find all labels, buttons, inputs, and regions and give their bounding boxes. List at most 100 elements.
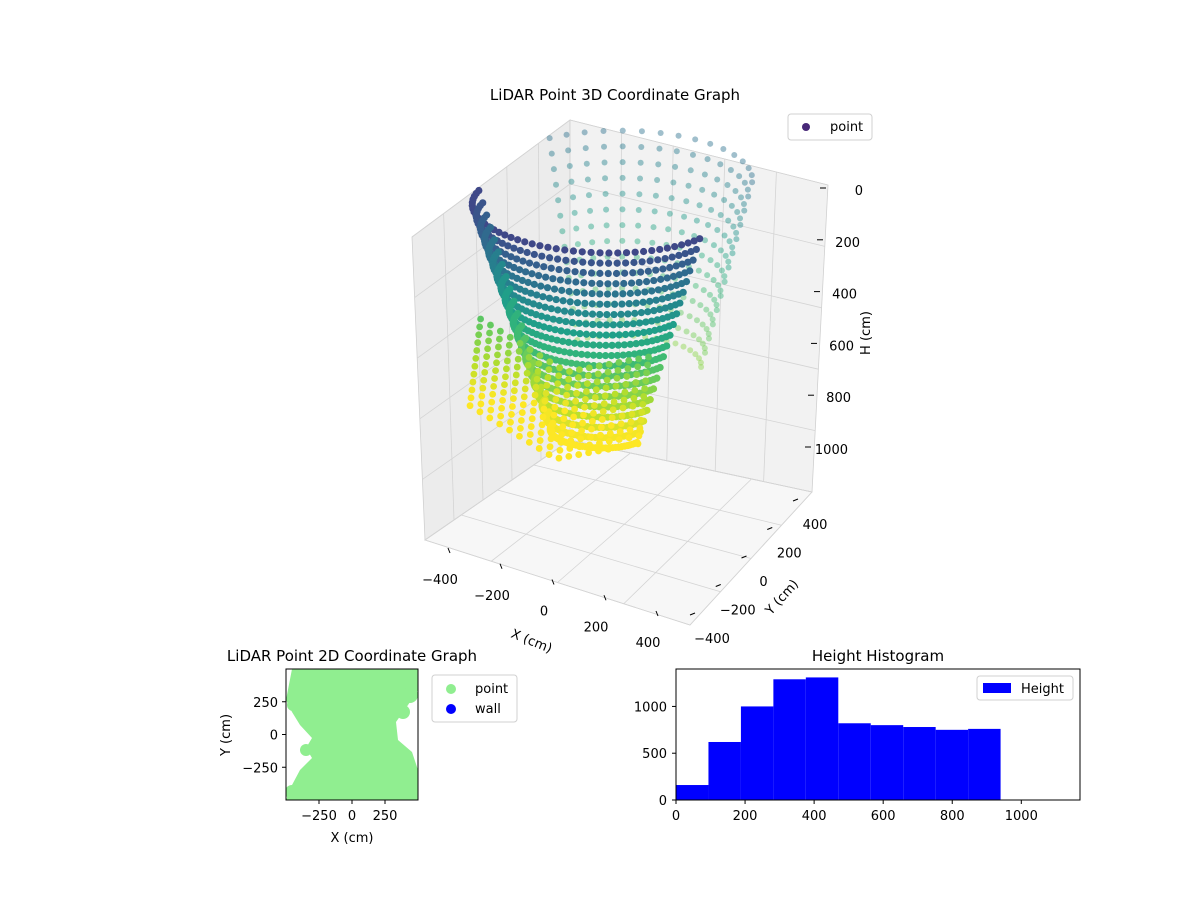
point-3d: [535, 445, 543, 452]
point-3d: [707, 311, 714, 318]
point-3d: [504, 242, 512, 250]
y-tick-label-2d: 250: [253, 696, 278, 711]
point-3d: [724, 181, 731, 188]
point-3d: [587, 248, 595, 257]
point-3d: [487, 406, 495, 414]
point-3d: [656, 305, 664, 314]
point-3d: [488, 398, 496, 406]
point-3d: [604, 259, 613, 267]
point-3d: [619, 127, 626, 134]
point-3d: [486, 414, 494, 422]
x-tick-label-hist: 200: [733, 809, 758, 824]
point-3d: [582, 145, 589, 152]
point-3d: [578, 361, 586, 369]
point-3d: [588, 425, 595, 433]
point-3d: [626, 340, 634, 348]
point-3d: [588, 223, 595, 230]
point-3d: [700, 287, 707, 294]
point-3d: [497, 412, 505, 420]
point-3d: [609, 331, 617, 339]
point-3d: [618, 412, 626, 420]
point-3d: [477, 400, 485, 408]
point-3d: [612, 382, 620, 390]
point-3d: [693, 217, 700, 224]
point-3d: [616, 321, 624, 329]
grid-line: [411, 119, 571, 238]
point-3d: [598, 416, 606, 423]
point-3d: [584, 176, 591, 183]
point-3d: [541, 397, 549, 405]
point-3d: [596, 249, 604, 257]
point-3d: [505, 341, 513, 349]
point-3d: [673, 148, 680, 155]
point-3d: [631, 309, 639, 317]
point-3d: [502, 373, 509, 381]
y-tick-3d: [767, 527, 773, 530]
z-tick-label-3d: 400: [832, 288, 857, 303]
point-3d: [562, 317, 570, 326]
point-3d: [680, 294, 687, 301]
point-3d: [601, 143, 608, 150]
point-3d: [510, 395, 517, 402]
legend-3d-frame: [787, 113, 873, 141]
point-3d: [624, 442, 632, 449]
point-3d: [622, 259, 630, 267]
point-3d: [528, 415, 536, 423]
point-3d: [637, 268, 645, 276]
point-3d: [532, 261, 541, 269]
point-3d: [631, 248, 639, 256]
point-3d: [570, 257, 578, 265]
point-3d: [541, 303, 549, 311]
point-3d: [565, 452, 573, 460]
point-3d: [484, 345, 491, 353]
point-3d: [583, 380, 591, 388]
point-3d: [649, 239, 656, 246]
point-3d: [638, 144, 645, 151]
point-3d: [707, 140, 714, 147]
point-3d: [510, 244, 518, 252]
point-3d: [745, 165, 752, 172]
point-3d: [585, 192, 592, 199]
point-3d: [536, 437, 544, 444]
point-3d: [613, 374, 621, 382]
point-3d: [721, 273, 728, 280]
point-3d: [657, 130, 664, 137]
point-3d: [577, 350, 586, 358]
point-3d: [671, 242, 679, 251]
histogram-bar: [708, 741, 741, 800]
point-3d: [620, 341, 628, 349]
point-3d: [580, 289, 588, 297]
point-3d: [568, 178, 575, 185]
point-3d: [516, 340, 524, 347]
point-3d: [657, 275, 665, 283]
point-3d: [619, 159, 626, 166]
point-3d: [663, 274, 671, 282]
point-3d: [552, 245, 560, 253]
point-3d: [644, 308, 652, 316]
point-3d: [711, 296, 718, 303]
point-3d: [588, 279, 596, 287]
point-3d: [492, 367, 499, 375]
chart-title-hist: Height Histogram: [812, 647, 944, 665]
point-3d: [627, 418, 635, 426]
point-3d: [642, 318, 650, 326]
point-3d: [629, 269, 637, 277]
point-3d: [734, 209, 741, 216]
point-3d: [629, 402, 637, 410]
point-3d: [514, 236, 522, 244]
point-3d: [613, 351, 621, 360]
point-2d: [300, 744, 312, 756]
point-3d: [650, 224, 657, 231]
point-3d: [574, 309, 582, 317]
point-3d: [600, 400, 608, 408]
point-3d: [545, 294, 554, 302]
point-3d: [545, 324, 554, 332]
point-3d: [602, 190, 609, 197]
point-3d: [620, 279, 628, 288]
point-3d: [552, 295, 560, 304]
point-3d: [721, 278, 728, 285]
point-3d: [523, 369, 531, 377]
point-3d: [476, 323, 484, 331]
plot-hist-frame: [675, 668, 1081, 801]
point-3d: [713, 307, 720, 314]
